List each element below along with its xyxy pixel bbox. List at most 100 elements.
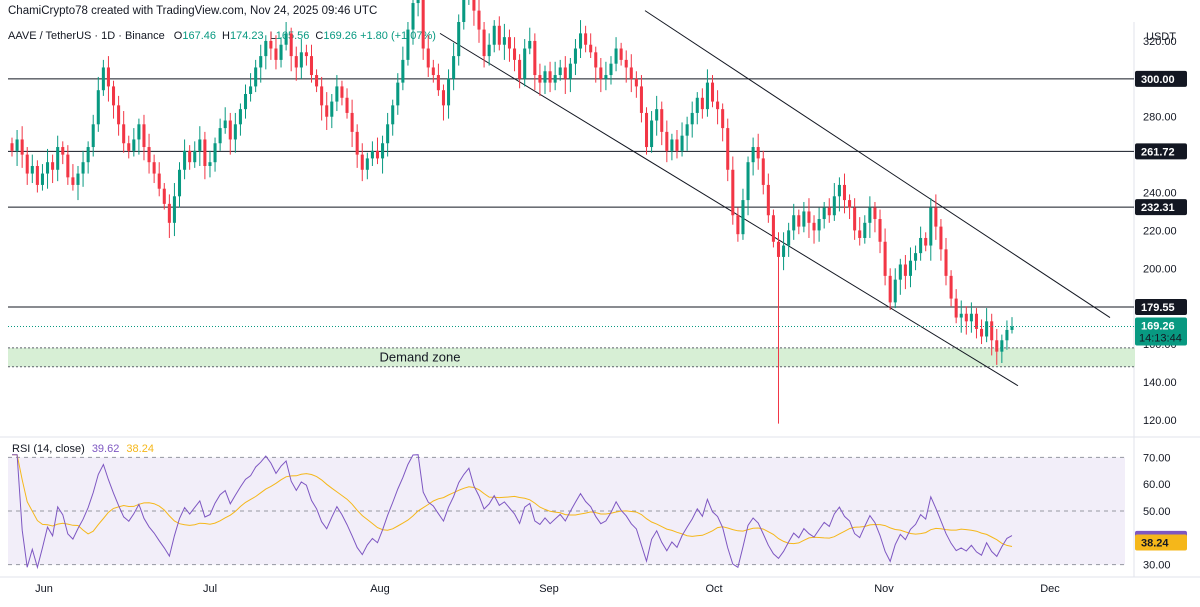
level-tag bbox=[1135, 143, 1187, 160]
channel-upper bbox=[644, 10, 1111, 318]
candle bbox=[228, 120, 232, 140]
candle bbox=[330, 101, 334, 117]
candle bbox=[1005, 329, 1009, 341]
candle bbox=[259, 56, 263, 68]
time-label: Sep bbox=[539, 583, 559, 595]
candle bbox=[96, 90, 100, 125]
candle bbox=[122, 124, 126, 144]
level-tag bbox=[1135, 70, 1187, 87]
time-label: Jun bbox=[35, 583, 53, 595]
candle bbox=[848, 200, 852, 208]
candle bbox=[284, 33, 288, 45]
candle bbox=[761, 158, 765, 185]
candle bbox=[10, 143, 14, 151]
candle bbox=[61, 147, 65, 155]
level-tag-label: 232.31 bbox=[1141, 202, 1175, 214]
candle bbox=[842, 184, 847, 201]
candle bbox=[81, 162, 85, 174]
rsi-indicator-name[interactable]: RSI (14, close) bbox=[12, 443, 85, 455]
candle bbox=[183, 150, 187, 170]
rsi-ma-tag-label: 38.24 bbox=[1141, 538, 1169, 550]
candle bbox=[274, 48, 278, 60]
candle bbox=[782, 245, 786, 257]
time-label: Jul bbox=[203, 583, 217, 595]
candle bbox=[538, 75, 542, 83]
candle bbox=[543, 71, 547, 83]
candle bbox=[223, 120, 227, 129]
candle bbox=[375, 150, 380, 159]
candle bbox=[985, 321, 989, 337]
currency-label[interactable]: USDT bbox=[1146, 31, 1176, 43]
time-axis: Jun Jul Aug Sep Oct Nov Dec bbox=[35, 583, 1060, 595]
candle bbox=[868, 207, 872, 223]
candle bbox=[188, 150, 192, 163]
candle bbox=[25, 154, 29, 174]
candle bbox=[238, 109, 242, 125]
candle bbox=[954, 298, 958, 318]
candle bbox=[523, 48, 527, 79]
candle bbox=[249, 86, 253, 94]
candle bbox=[46, 162, 50, 174]
ohlc-key-h: H bbox=[222, 30, 230, 42]
candle bbox=[853, 207, 857, 231]
candle bbox=[447, 78, 451, 106]
candle bbox=[944, 249, 948, 276]
symbol-label[interactable]: AAVE / TetherUS · 1D · Binance bbox=[8, 30, 165, 42]
candle bbox=[908, 260, 912, 276]
chart-credit: ChamiCrypto78 created with TradingView.c… bbox=[8, 5, 378, 17]
candle bbox=[736, 215, 740, 235]
last-price-tag bbox=[1135, 317, 1187, 346]
gridlines bbox=[0, 22, 1200, 578]
candle bbox=[670, 139, 674, 151]
candle bbox=[858, 230, 862, 238]
candle bbox=[269, 40, 273, 49]
demand-zone: Demand zone bbox=[8, 347, 1135, 368]
level-tag bbox=[1135, 199, 1187, 216]
candle bbox=[315, 75, 319, 87]
rsi-tick-label: 70.00 bbox=[1143, 452, 1171, 464]
candle bbox=[56, 147, 60, 170]
candle bbox=[441, 90, 445, 106]
candle bbox=[832, 196, 836, 216]
candle bbox=[695, 97, 699, 113]
candle bbox=[264, 40, 268, 57]
candle bbox=[995, 340, 999, 352]
rsi-band bbox=[8, 457, 1125, 565]
candle bbox=[431, 67, 435, 76]
price-tick-label: 140.00 bbox=[1143, 377, 1177, 389]
candle bbox=[243, 93, 248, 110]
candle bbox=[487, 44, 491, 57]
candle bbox=[15, 139, 19, 151]
candle bbox=[193, 150, 197, 163]
candle bbox=[91, 124, 95, 148]
price-tick-label: 220.00 bbox=[1143, 225, 1177, 237]
rsi-tick-label: 50.00 bbox=[1143, 506, 1171, 518]
candle bbox=[980, 328, 984, 337]
candle bbox=[213, 143, 217, 163]
candle bbox=[203, 139, 207, 166]
candle bbox=[584, 33, 588, 45]
candle bbox=[898, 264, 902, 280]
candle bbox=[518, 59, 522, 79]
candle bbox=[929, 207, 933, 246]
candle bbox=[71, 177, 75, 185]
rsi-legend: RSI (14, close) 39.62 38.24 bbox=[12, 443, 154, 455]
candle bbox=[381, 143, 385, 159]
candle bbox=[172, 196, 176, 223]
candle bbox=[289, 33, 293, 57]
candle bbox=[964, 313, 968, 322]
candle bbox=[254, 67, 258, 87]
candle bbox=[579, 33, 583, 49]
time-label: Oct bbox=[705, 583, 722, 595]
candle bbox=[218, 128, 222, 144]
candle bbox=[396, 82, 400, 106]
candle bbox=[644, 112, 649, 148]
candle bbox=[370, 150, 374, 159]
candle bbox=[919, 237, 923, 254]
candle bbox=[893, 279, 897, 303]
price-tick-label: 240.00 bbox=[1143, 188, 1177, 200]
candle bbox=[756, 147, 760, 159]
candle bbox=[177, 169, 182, 197]
